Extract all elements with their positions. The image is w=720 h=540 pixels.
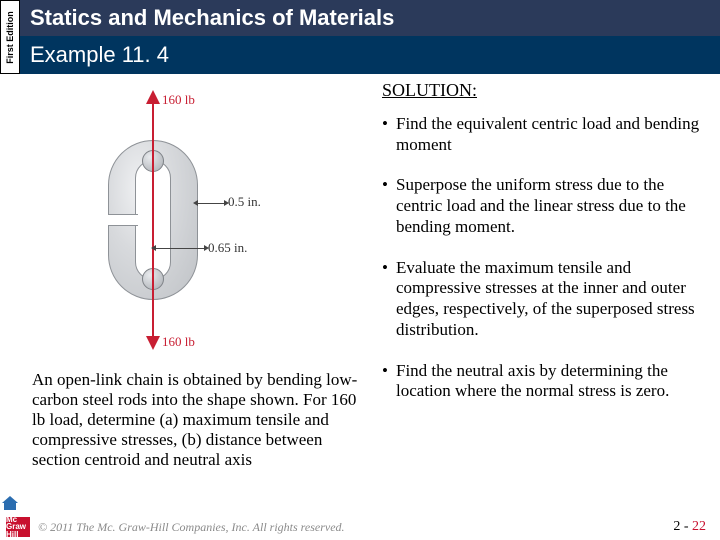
page-number: 2 - 22 xyxy=(673,519,706,535)
dimension-line-2 xyxy=(156,248,204,249)
page-digits: 22 xyxy=(692,519,706,534)
dimension-label-2: 0.65 in. xyxy=(208,240,247,256)
arrow-down-icon xyxy=(146,336,160,350)
edition-tab: First Edition xyxy=(0,0,20,74)
dimension-line-1 xyxy=(198,203,224,204)
arrow-up-icon xyxy=(146,90,160,104)
home-icon[interactable] xyxy=(2,496,18,510)
logo-text: Mc Graw Hill xyxy=(6,516,30,538)
solution-heading: SOLUTION: xyxy=(382,80,477,101)
bullet-3: Evaluate the maximum tensile and compres… xyxy=(382,258,712,341)
slide-content: SOLUTION: Find the equivalent centric lo… xyxy=(20,80,720,514)
bullet-4: Find the neutral axis by determining the… xyxy=(382,361,712,402)
chain-link-diagram: 160 lb 160 lb 0.5 in. 0.65 in. xyxy=(80,90,310,350)
book-title: Statics and Mechanics of Materials xyxy=(30,5,394,31)
load-line xyxy=(152,92,154,348)
load-label-top: 160 lb xyxy=(162,92,195,108)
link-open-gap xyxy=(108,214,138,226)
chapter-number: 2 xyxy=(673,519,680,534)
problem-statement: An open-link chain is obtained by bendin… xyxy=(32,370,370,470)
solution-steps: Find the equivalent centric load and ben… xyxy=(382,114,712,422)
example-label: Example 11. 4 xyxy=(30,42,169,68)
example-bar: Example 11. 4 xyxy=(20,36,720,74)
dimension-label-1: 0.5 in. xyxy=(228,194,261,210)
footer: Mc Graw Hill © 2011 The Mc. Graw-Hill Co… xyxy=(0,514,720,540)
publisher-logo: Mc Graw Hill xyxy=(6,517,30,537)
bullet-2: Superpose the uniform stress due to the … xyxy=(382,175,712,237)
edition-tab-text: First Edition xyxy=(6,11,15,64)
book-title-bar: Statics and Mechanics of Materials xyxy=(20,0,720,36)
bullet-1: Find the equivalent centric load and ben… xyxy=(382,114,712,155)
copyright-text: © 2011 The Mc. Graw-Hill Companies, Inc.… xyxy=(30,520,673,535)
load-label-bottom: 160 lb xyxy=(162,334,195,350)
